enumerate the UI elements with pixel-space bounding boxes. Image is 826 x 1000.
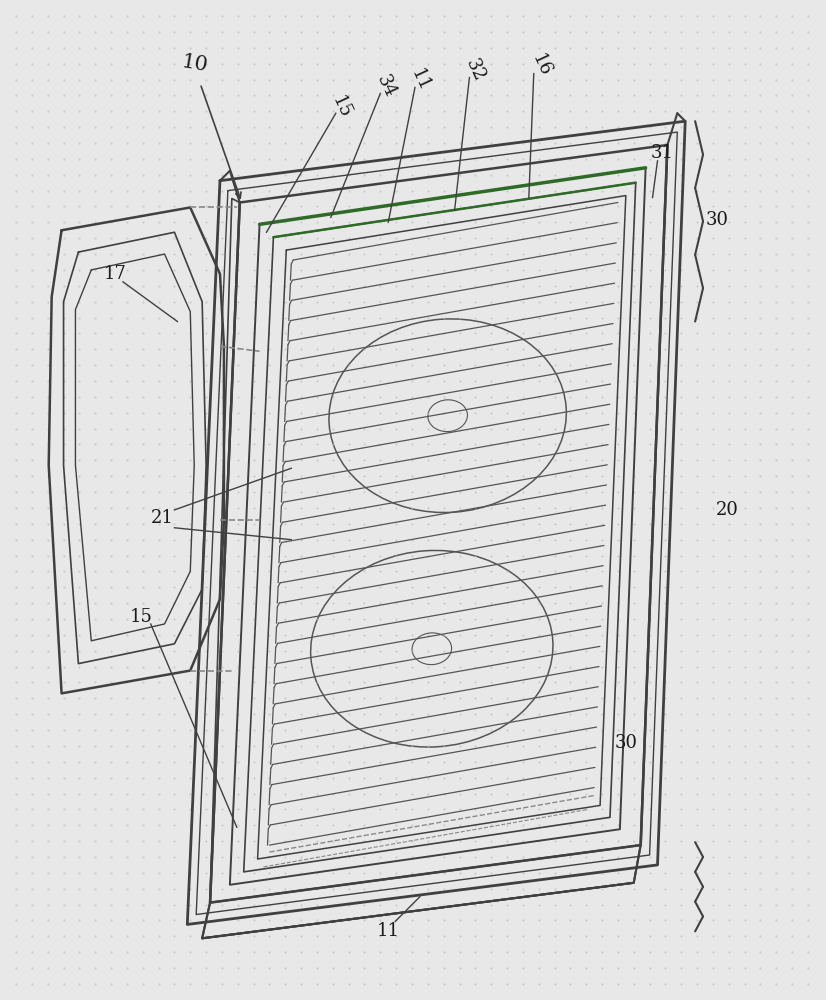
Text: 15: 15: [130, 608, 152, 626]
Text: 30: 30: [705, 211, 729, 229]
Text: 10: 10: [179, 52, 209, 75]
Text: 11: 11: [377, 922, 400, 940]
Text: 21: 21: [151, 509, 174, 527]
Text: 17: 17: [103, 265, 126, 283]
Text: 11: 11: [407, 66, 433, 95]
Text: 31: 31: [651, 144, 674, 162]
Text: 16: 16: [528, 51, 553, 80]
Text: 32: 32: [463, 56, 488, 85]
Text: 20: 20: [715, 501, 738, 519]
Text: 34: 34: [373, 72, 399, 101]
Text: 30: 30: [615, 734, 638, 752]
Text: 15: 15: [328, 93, 354, 121]
